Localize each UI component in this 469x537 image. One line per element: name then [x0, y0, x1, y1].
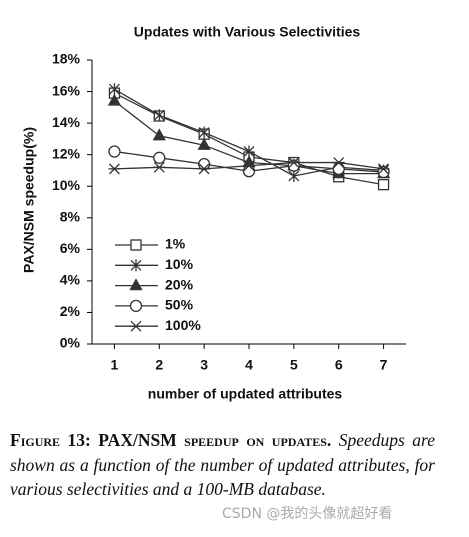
marker: [107, 93, 122, 106]
marker: [332, 157, 345, 169]
y-tick-label: 12%: [52, 145, 81, 161]
legend-label: 50%: [165, 297, 194, 313]
y-tick-label: 14%: [52, 114, 81, 130]
legend-marker: [129, 299, 143, 313]
caption: Figure 13: PAX/NSM speedup on updates. S…: [10, 428, 435, 502]
marker: [153, 151, 166, 164]
y-tick-label: 2%: [60, 303, 81, 319]
marker: [288, 169, 300, 182]
y-tick-label: 4%: [60, 272, 81, 288]
y-tick-label: 16%: [52, 82, 81, 98]
watermark: CSDN @我的头像就超好看: [222, 506, 393, 522]
x-tick-label: 7: [380, 357, 388, 373]
y-tick-label: 0%: [60, 335, 81, 351]
marker: [243, 160, 255, 172]
caption-text: Speedups are shown as a function of the …: [10, 430, 435, 499]
y-tick-label: 18%: [52, 51, 81, 67]
legend-label: 1%: [165, 236, 186, 252]
x-tick-label: 5: [290, 357, 298, 373]
marker: [377, 178, 390, 191]
marker: [198, 126, 210, 139]
legend-label: 20%: [165, 276, 194, 292]
marker: [332, 162, 345, 176]
x-tick-label: 4: [245, 357, 253, 373]
legend-label: 10%: [165, 256, 194, 272]
caption-label: Figure 13: PAX/NSM speedup on updates.: [10, 430, 332, 450]
y-axis-label: PAX/NSM speedup(%): [21, 127, 37, 273]
y-tick-label: 6%: [60, 240, 81, 256]
chart: Updates with Various Selectivities numbe…: [21, 24, 406, 402]
legend-label: 100%: [165, 317, 201, 333]
legend-marker: [129, 278, 143, 291]
marker: [108, 83, 120, 96]
marker: [287, 157, 300, 169]
marker: [153, 109, 165, 122]
x-tick-label: 1: [111, 357, 119, 373]
marker: [198, 163, 211, 175]
marker: [197, 137, 211, 150]
legend-marker: [130, 320, 142, 332]
y-tick-label: 8%: [60, 208, 81, 224]
x-tick-label: 2: [155, 357, 163, 373]
chart-title: Updates with Various Selectivities: [134, 24, 361, 40]
x-axis-label: number of updated attributes: [148, 386, 343, 402]
legend-marker: [130, 239, 142, 251]
x-tick-label: 6: [335, 357, 343, 373]
x-tick-label: 3: [200, 357, 208, 373]
marker: [152, 128, 166, 141]
marker: [377, 163, 390, 175]
legend-marker: [130, 259, 142, 272]
marker: [153, 161, 166, 173]
marker: [108, 145, 121, 158]
marker: [242, 165, 256, 178]
y-tick-label: 10%: [52, 177, 81, 193]
marker: [108, 163, 121, 175]
